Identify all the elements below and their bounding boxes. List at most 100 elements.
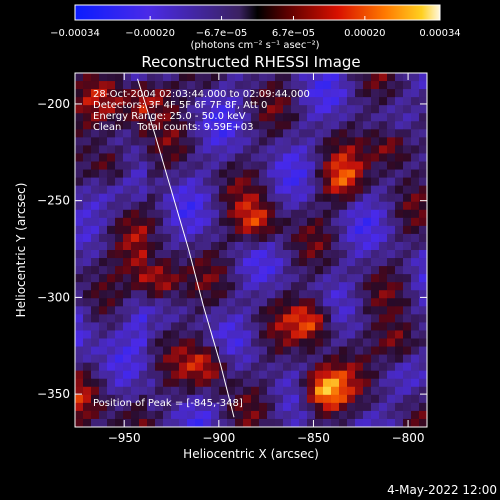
heatmap-cell bbox=[107, 233, 116, 243]
heatmap-cell bbox=[171, 161, 180, 170]
heatmap-cell bbox=[219, 282, 228, 291]
heatmap-cell bbox=[75, 161, 84, 170]
heatmap-cell bbox=[195, 290, 204, 299]
heatmap-cell bbox=[187, 362, 196, 372]
heatmap-cell bbox=[171, 346, 180, 355]
heatmap-cell bbox=[139, 145, 148, 154]
heatmap-cell bbox=[371, 137, 380, 146]
heatmap-cell bbox=[243, 113, 252, 122]
heatmap-cell bbox=[379, 193, 388, 203]
heatmap-cell bbox=[379, 145, 388, 154]
heatmap-cell bbox=[403, 105, 412, 114]
heatmap-cell bbox=[139, 129, 148, 138]
heatmap-cell bbox=[107, 298, 116, 307]
heatmap-cell bbox=[363, 258, 372, 267]
y-tick-label: −200 bbox=[37, 97, 70, 111]
heatmap-cell bbox=[323, 105, 332, 114]
heatmap-cell bbox=[291, 89, 300, 98]
heatmap-cell bbox=[331, 153, 340, 162]
heatmap-cell bbox=[83, 258, 92, 267]
heatmap-cell bbox=[395, 137, 404, 146]
heatmap-cell bbox=[203, 266, 212, 275]
heatmap-cell bbox=[99, 169, 108, 178]
heatmap-cell bbox=[155, 306, 164, 315]
heatmap-cell bbox=[147, 113, 156, 122]
heatmap-cell bbox=[219, 402, 228, 412]
heatmap-cell bbox=[379, 89, 388, 98]
heatmap-cell bbox=[355, 338, 364, 347]
heatmap-cell bbox=[219, 193, 228, 203]
heatmap-cell bbox=[211, 322, 220, 331]
heatmap-cell bbox=[251, 81, 260, 90]
heatmap-cell bbox=[227, 258, 236, 267]
heatmap-cell bbox=[195, 217, 204, 227]
heatmap-cell bbox=[203, 113, 212, 122]
heatmap-cell bbox=[107, 185, 116, 195]
heatmap-cell bbox=[379, 177, 388, 187]
heatmap-cell bbox=[299, 217, 308, 227]
heatmap-cell bbox=[155, 402, 164, 412]
heatmap-cell bbox=[347, 274, 356, 283]
heatmap-cell bbox=[403, 209, 412, 219]
heatmap-cell bbox=[323, 266, 332, 275]
heatmap-cell bbox=[123, 282, 132, 291]
heatmap-cell bbox=[75, 322, 84, 331]
heatmap-cell bbox=[139, 362, 148, 372]
heatmap-cell bbox=[339, 169, 348, 178]
heatmap-cell bbox=[243, 298, 252, 307]
heatmap-cell bbox=[91, 354, 100, 364]
heatmap-cell bbox=[299, 402, 308, 412]
heatmap-cell bbox=[139, 282, 148, 291]
heatmap-cell bbox=[347, 314, 356, 323]
heatmap-cell bbox=[395, 250, 404, 259]
heatmap-cell bbox=[75, 346, 84, 355]
heatmap-cell bbox=[363, 290, 372, 299]
heatmap-cell bbox=[179, 306, 188, 315]
heatmap-cell bbox=[219, 274, 228, 283]
heatmap-cell bbox=[331, 113, 340, 122]
heatmap-cell bbox=[395, 394, 404, 404]
heatmap-cell bbox=[227, 386, 236, 396]
heatmap-cell bbox=[99, 161, 108, 170]
heatmap-cell bbox=[363, 121, 372, 130]
heatmap-cell bbox=[75, 282, 84, 291]
heatmap-cell bbox=[371, 161, 380, 170]
heatmap-cell bbox=[387, 169, 396, 178]
heatmap-cell bbox=[315, 282, 324, 291]
heatmap-cell bbox=[83, 314, 92, 323]
heatmap-cell bbox=[339, 266, 348, 275]
heatmap-cell bbox=[339, 274, 348, 283]
heatmap-cell bbox=[147, 338, 156, 347]
heatmap-cell bbox=[339, 185, 348, 195]
heatmap-cell bbox=[139, 177, 148, 187]
heatmap-cell bbox=[243, 322, 252, 331]
heatmap-cell bbox=[219, 290, 228, 299]
heatmap-cell bbox=[251, 129, 260, 138]
heatmap-cell bbox=[387, 354, 396, 364]
heatmap-cell bbox=[187, 274, 196, 283]
heatmap-cell bbox=[243, 73, 252, 82]
heatmap-cell bbox=[187, 217, 196, 227]
heatmap-cell bbox=[83, 241, 92, 251]
heatmap-cell bbox=[235, 225, 244, 235]
heatmap-cell bbox=[299, 225, 308, 235]
heatmap-cell bbox=[91, 81, 100, 90]
heatmap-cell bbox=[379, 394, 388, 404]
heatmap-cell bbox=[259, 250, 268, 259]
heatmap-cell bbox=[315, 225, 324, 235]
heatmap-cell bbox=[235, 105, 244, 114]
heatmap-cell bbox=[283, 169, 292, 178]
heatmap-cell bbox=[315, 322, 324, 331]
heatmap-cell bbox=[107, 153, 116, 162]
heatmap-cell bbox=[267, 250, 276, 259]
heatmap-cell bbox=[323, 161, 332, 170]
heatmap-cell bbox=[219, 161, 228, 170]
heatmap-cell bbox=[355, 402, 364, 412]
heatmap-cell bbox=[259, 314, 268, 323]
heatmap-cell bbox=[187, 322, 196, 331]
heatmap-cell bbox=[147, 161, 156, 170]
heatmap-cell bbox=[403, 169, 412, 178]
heatmap-cell bbox=[163, 161, 172, 170]
heatmap-cell bbox=[267, 105, 276, 114]
heatmap-cell bbox=[131, 89, 140, 98]
